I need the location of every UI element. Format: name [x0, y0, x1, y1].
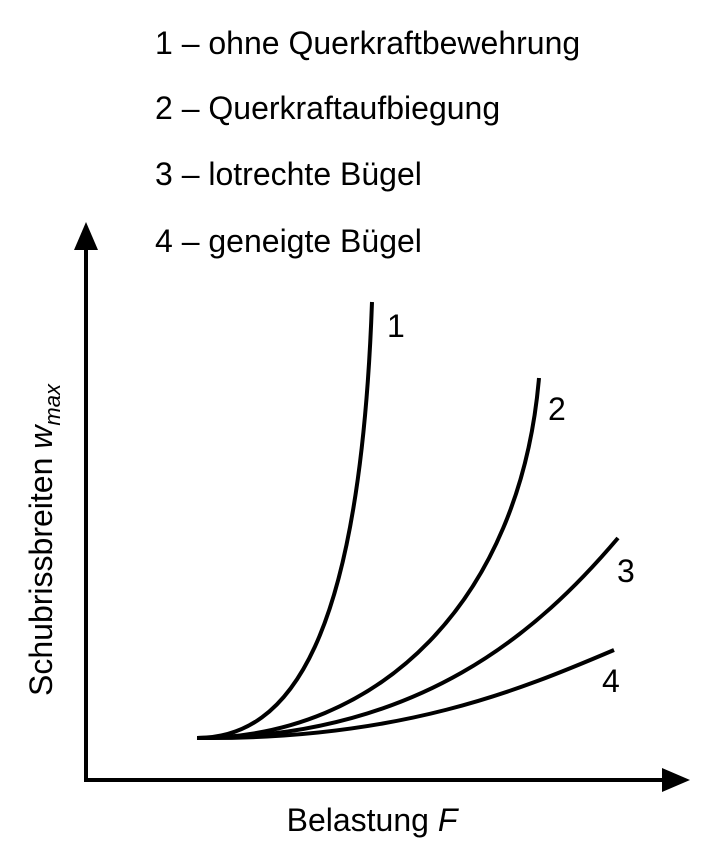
legend-item: 2 – Querkraftaufbiegung: [155, 90, 500, 126]
curve: [196, 377, 541, 740]
legend-item: 1 – ohne Querkraftbewehrung: [155, 25, 580, 61]
curve-label: 4: [602, 663, 620, 699]
y-axis-arrow: [74, 222, 98, 250]
legend-item: 4 – geneigte Bügel: [155, 223, 422, 259]
x-axis-label: Belastung F: [287, 802, 460, 838]
curve-label: 3: [617, 553, 635, 589]
y-axis-subscript: max: [40, 383, 65, 426]
y-axis-symbol: w: [23, 424, 59, 449]
curve: [196, 648, 615, 741]
x-axis-title: Belastung: [287, 802, 429, 838]
curve-label: 2: [548, 391, 566, 427]
x-axis-arrow: [662, 768, 690, 792]
curve: [196, 301, 374, 740]
x-axis-symbol: F: [438, 802, 460, 838]
curve: [196, 536, 620, 740]
legend-item: 3 – lotrechte Bügel: [155, 156, 422, 192]
y-axis-label: Schubrissbreiten wmax: [23, 383, 65, 696]
y-axis-title: Schubrissbreiten: [23, 458, 59, 696]
curve-label: 1: [387, 308, 405, 344]
